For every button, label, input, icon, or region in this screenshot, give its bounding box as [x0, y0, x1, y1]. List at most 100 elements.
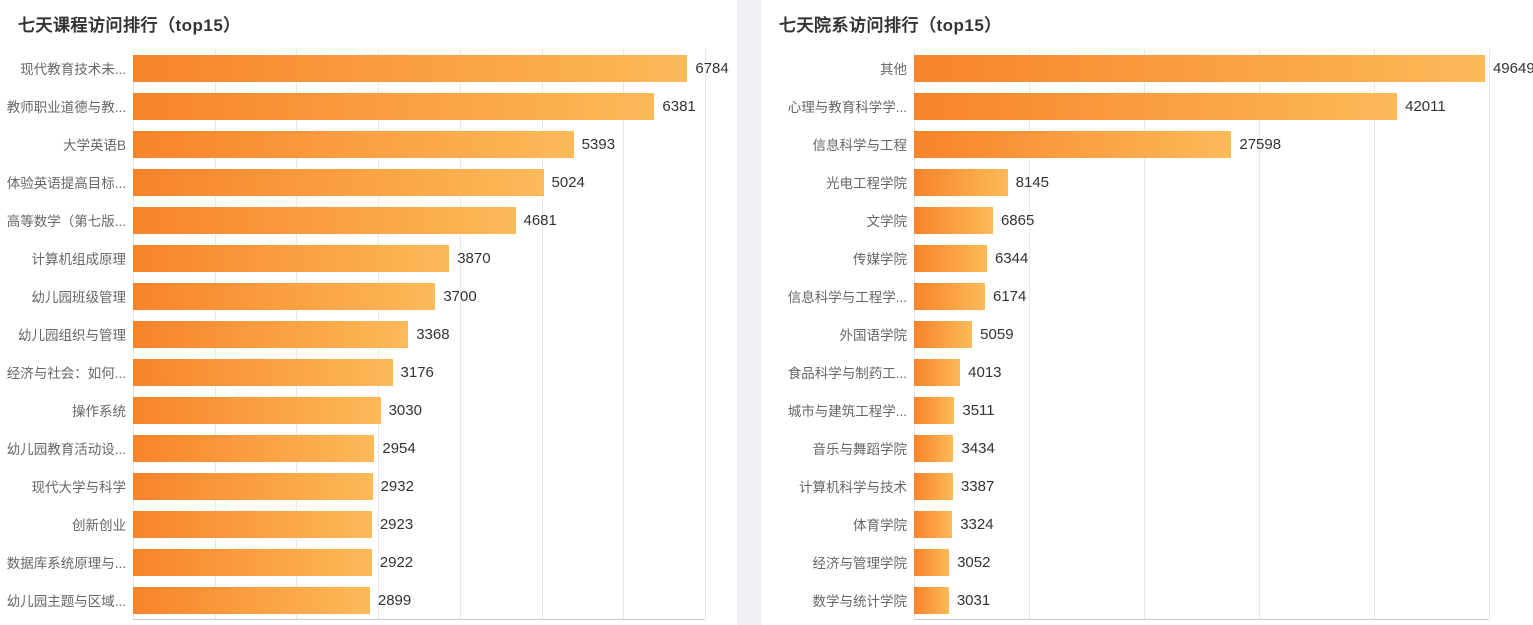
value-label: 2922	[379, 553, 414, 571]
value-label: 5024	[551, 173, 585, 191]
bar	[133, 548, 372, 576]
category-label: 光电工程学院	[826, 176, 907, 191]
gridline	[705, 49, 706, 619]
gridline	[1259, 49, 1260, 619]
category-label: 高等数学（第七版...	[6, 214, 126, 229]
bar	[914, 244, 987, 272]
value-label: 8145	[1015, 173, 1050, 191]
value-label: 3324	[960, 515, 994, 533]
bar-row: 6381	[133, 87, 705, 125]
value-label: 5393	[581, 135, 616, 153]
bar-row: 6174	[914, 277, 1489, 315]
bar-row: 3031	[914, 581, 1489, 619]
bar	[914, 358, 961, 386]
gridline	[623, 49, 625, 619]
gridline	[1144, 49, 1145, 619]
value-label: 6174	[993, 287, 1027, 305]
category-label: 城市与建筑工程学...	[787, 404, 907, 419]
bar-row: 3434	[914, 429, 1489, 467]
bar-row: 8145	[914, 163, 1489, 201]
bar-row: 3324	[914, 505, 1489, 543]
bar-row: 5024	[133, 163, 705, 201]
category-axis: 现代教育技术未... 教师职业道德与教... 大学英语B 体验英语提高目标... 高等数…	[0, 49, 133, 620]
value-label: 3176	[400, 363, 434, 381]
category-label: 信息科学与工程	[812, 138, 908, 153]
course-ranking-card: 七天课程访问排行（top15） 现代教育技术未... 教师职业道德与教... 大学英…	[0, 0, 737, 625]
value-label: 3387	[960, 477, 995, 495]
category-label: 经济与管理学院	[812, 556, 908, 571]
gridline	[541, 49, 543, 619]
category-label: 教师职业道德与教...	[6, 100, 126, 115]
bar-row: 5393	[133, 125, 705, 163]
bar	[133, 244, 450, 272]
bar-row: 2923	[133, 505, 705, 543]
bar	[133, 130, 574, 158]
value-label: 2899	[377, 591, 412, 609]
bar-row: 6865	[914, 201, 1489, 239]
bar	[133, 92, 655, 120]
value-label: 3052	[957, 553, 991, 571]
category-label: 文学院	[866, 214, 908, 229]
bar	[133, 472, 373, 500]
bar	[133, 168, 544, 196]
bar-row: 3870	[133, 239, 705, 277]
bar	[133, 320, 409, 348]
department-ranking-chart: 其他 心理与教育科学学... 信息科学与工程 光电工程学院 文学院 传媒学院 信息科学与工程…	[761, 49, 1533, 620]
category-label: 数学与统计学院	[812, 594, 908, 609]
bar-row: 4013	[914, 353, 1489, 391]
category-label: 数据库系统原理与...	[6, 556, 126, 571]
category-label: 计算机组成原理	[31, 252, 127, 267]
value-label: 3700	[443, 287, 477, 305]
value-label: 6381	[662, 97, 696, 115]
category-label: 幼儿园主题与区域...	[6, 594, 126, 609]
bar-row: 3387	[914, 467, 1489, 505]
bar	[914, 586, 949, 614]
category-label: 信息科学与工程学...	[787, 290, 907, 305]
category-label: 食品科学与制药工...	[787, 366, 907, 381]
bar	[133, 434, 375, 462]
bar-row: 6784	[133, 49, 729, 87]
bar-row: 27598	[914, 125, 1489, 163]
department-ranking-title: 七天院系访问排行（top15）	[779, 16, 1002, 35]
bar-row: 2932	[133, 467, 705, 505]
category-label: 创新创业	[72, 518, 126, 533]
plot-area: 6784 6381 5393 5024 4681 3870 3700 3368 3176 3030…	[133, 49, 729, 620]
bar-row: 3030	[133, 391, 705, 429]
category-label: 音乐与舞蹈学院	[812, 442, 908, 457]
course-ranking-chart: 现代教育技术未... 教师职业道德与教... 大学英语B 体验英语提高目标... 高等数…	[0, 49, 737, 620]
category-label: 现代大学与科学	[31, 480, 127, 495]
bar	[133, 586, 370, 614]
bar-row: 6344	[914, 239, 1489, 277]
bar-row: 5059	[914, 315, 1489, 353]
bar	[133, 54, 688, 82]
value-label: 6344	[994, 249, 1029, 267]
category-label: 经济与社会：如何...	[6, 366, 126, 381]
bar	[914, 168, 1008, 196]
bar-row: 3511	[914, 391, 1489, 429]
value-label: 3511	[962, 401, 995, 419]
category-label: 体育学院	[853, 518, 907, 533]
category-label: 幼儿园教育活动设...	[6, 442, 126, 457]
category-label: 大学英语B	[62, 138, 126, 153]
department-ranking-card: 七天院系访问排行（top15） 其他 心理与教育科学学... 信息科学与工程 光电工程…	[761, 0, 1533, 625]
bar-row: 3052	[914, 543, 1489, 581]
value-label: 27598	[1239, 135, 1282, 153]
value-label: 3870	[457, 249, 491, 267]
bar-row: 49649	[914, 49, 1533, 87]
bar	[914, 434, 954, 462]
value-label: 3030	[388, 401, 422, 419]
category-label: 其他	[880, 62, 907, 77]
bar	[914, 510, 953, 538]
gridline	[1374, 49, 1375, 619]
bar	[914, 320, 973, 348]
bar-row: 3176	[133, 353, 705, 391]
bar	[914, 92, 1398, 120]
category-label: 传媒学院	[853, 252, 907, 267]
value-label: 4013	[968, 363, 1002, 381]
value-label: 5059	[980, 325, 1014, 343]
value-label: 6784	[695, 59, 729, 77]
bar-row: 2954	[133, 429, 705, 467]
value-label: 4681	[523, 211, 557, 229]
value-label: 3031	[956, 591, 991, 609]
bar	[914, 396, 955, 424]
